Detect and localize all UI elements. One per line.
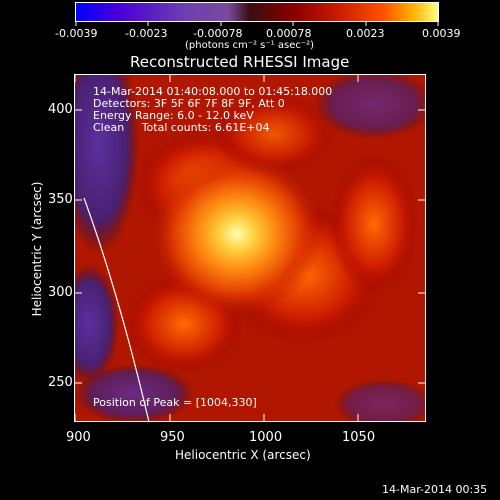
x-tick-1000: 1000 xyxy=(249,430,283,445)
info-clean-counts: Clean Total counts: 6.61E+04 xyxy=(93,121,270,134)
peak-position-label: Position of Peak = [1004,330] xyxy=(93,396,257,409)
y-axis-label: Heliocentric Y (arcsec) xyxy=(30,181,44,317)
x-tick-900: 900 xyxy=(66,430,91,445)
info-energy-range: Energy Range: 6.0 - 12.0 keV xyxy=(93,109,254,122)
x-axis-label: Heliocentric X (arcsec) xyxy=(175,448,311,462)
y-tick-250: 250 xyxy=(48,375,73,390)
footer-timestamp: 14-Mar-2014 00:35 xyxy=(382,483,488,496)
y-tick-400: 400 xyxy=(48,102,73,117)
plot-title: Reconstructed RHESSI Image xyxy=(130,53,350,71)
colorbar-ticks xyxy=(75,22,439,26)
colorbar-tick-1: -0.0039 xyxy=(55,27,98,40)
colorbar-unit-label: (photons cm⁻² s⁻¹ asec⁻²) xyxy=(185,40,315,51)
rhessi-image xyxy=(74,74,426,422)
y-tick-350: 350 xyxy=(48,192,73,207)
x-tick-950: 950 xyxy=(160,430,185,445)
y-tick-300: 300 xyxy=(48,285,73,300)
rhessi-heatmap xyxy=(74,74,426,422)
colorbar-tick-4: 0.00078 xyxy=(266,27,312,40)
x-tick-1050: 1050 xyxy=(342,430,376,445)
colorbar-tick-5: 0.0023 xyxy=(346,27,385,40)
info-time-range: 14-Mar-2014 01:40:08.000 to 01:45:18.000 xyxy=(93,85,333,98)
colorbar-tick-2: -0.0023 xyxy=(125,27,168,40)
colorbar-tick-3: -0.00078 xyxy=(193,27,243,40)
colorbar-tick-6: 0.0039 xyxy=(422,27,461,40)
info-detectors: Detectors: 3F 5F 6F 7F 8F 9F, Att 0 xyxy=(93,97,285,110)
colorbar xyxy=(75,2,439,22)
